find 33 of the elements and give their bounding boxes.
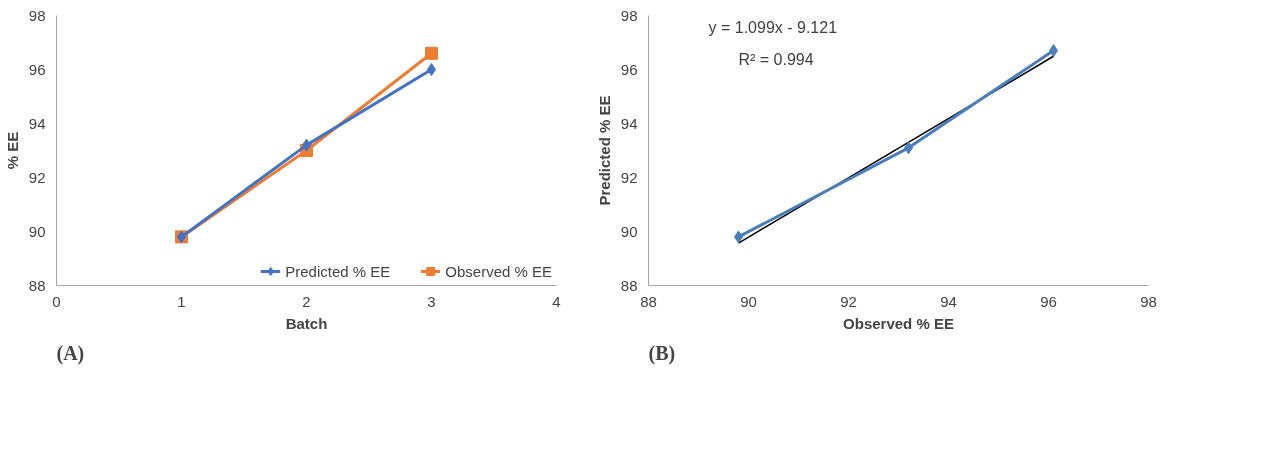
y-tick-label: 90 (28, 222, 46, 240)
y-tick-label: 88 (28, 276, 46, 294)
legend-label: Predicted % EE (285, 262, 391, 280)
x-axis-title: Batch (285, 314, 328, 332)
legend-label: Observed % EE (445, 262, 552, 280)
x-axis-title: Observed % EE (843, 314, 954, 332)
x-tick-label: 4 (552, 292, 561, 310)
y-tick-label: 88 (620, 276, 638, 294)
y-tick-label: 98 (28, 6, 46, 24)
y-tick-label: 96 (28, 60, 46, 78)
y-tick-label: 96 (620, 60, 638, 78)
x-tick-label: 88 (640, 292, 657, 310)
annotation: R² = 0.994 (738, 50, 814, 68)
y-axis-title: Predicted % EE (595, 95, 613, 206)
x-tick-label: 96 (1040, 292, 1057, 310)
annotation: y = 1.099x - 9.121 (708, 18, 838, 36)
x-tick-label: 92 (840, 292, 857, 310)
y-tick-label: 92 (28, 168, 46, 186)
y-tick-label: 94 (28, 114, 46, 132)
x-tick-label: 0 (52, 292, 61, 310)
x-tick-label: 3 (427, 292, 436, 310)
x-tick-label: 98 (1140, 292, 1157, 310)
y-tick-label: 92 (620, 168, 638, 186)
text: (B) (648, 341, 676, 365)
x-tick-label: 2 (302, 292, 311, 310)
x-tick-label: 90 (740, 292, 757, 310)
y-tick-label: 98 (620, 6, 638, 24)
y-tick-label: 94 (620, 114, 638, 132)
x-tick-label: 94 (940, 292, 957, 310)
y-tick-label: 90 (620, 222, 638, 240)
y-axis-title: % EE (3, 131, 21, 170)
x-tick-label: 1 (177, 292, 186, 310)
text: (A) (56, 341, 85, 365)
